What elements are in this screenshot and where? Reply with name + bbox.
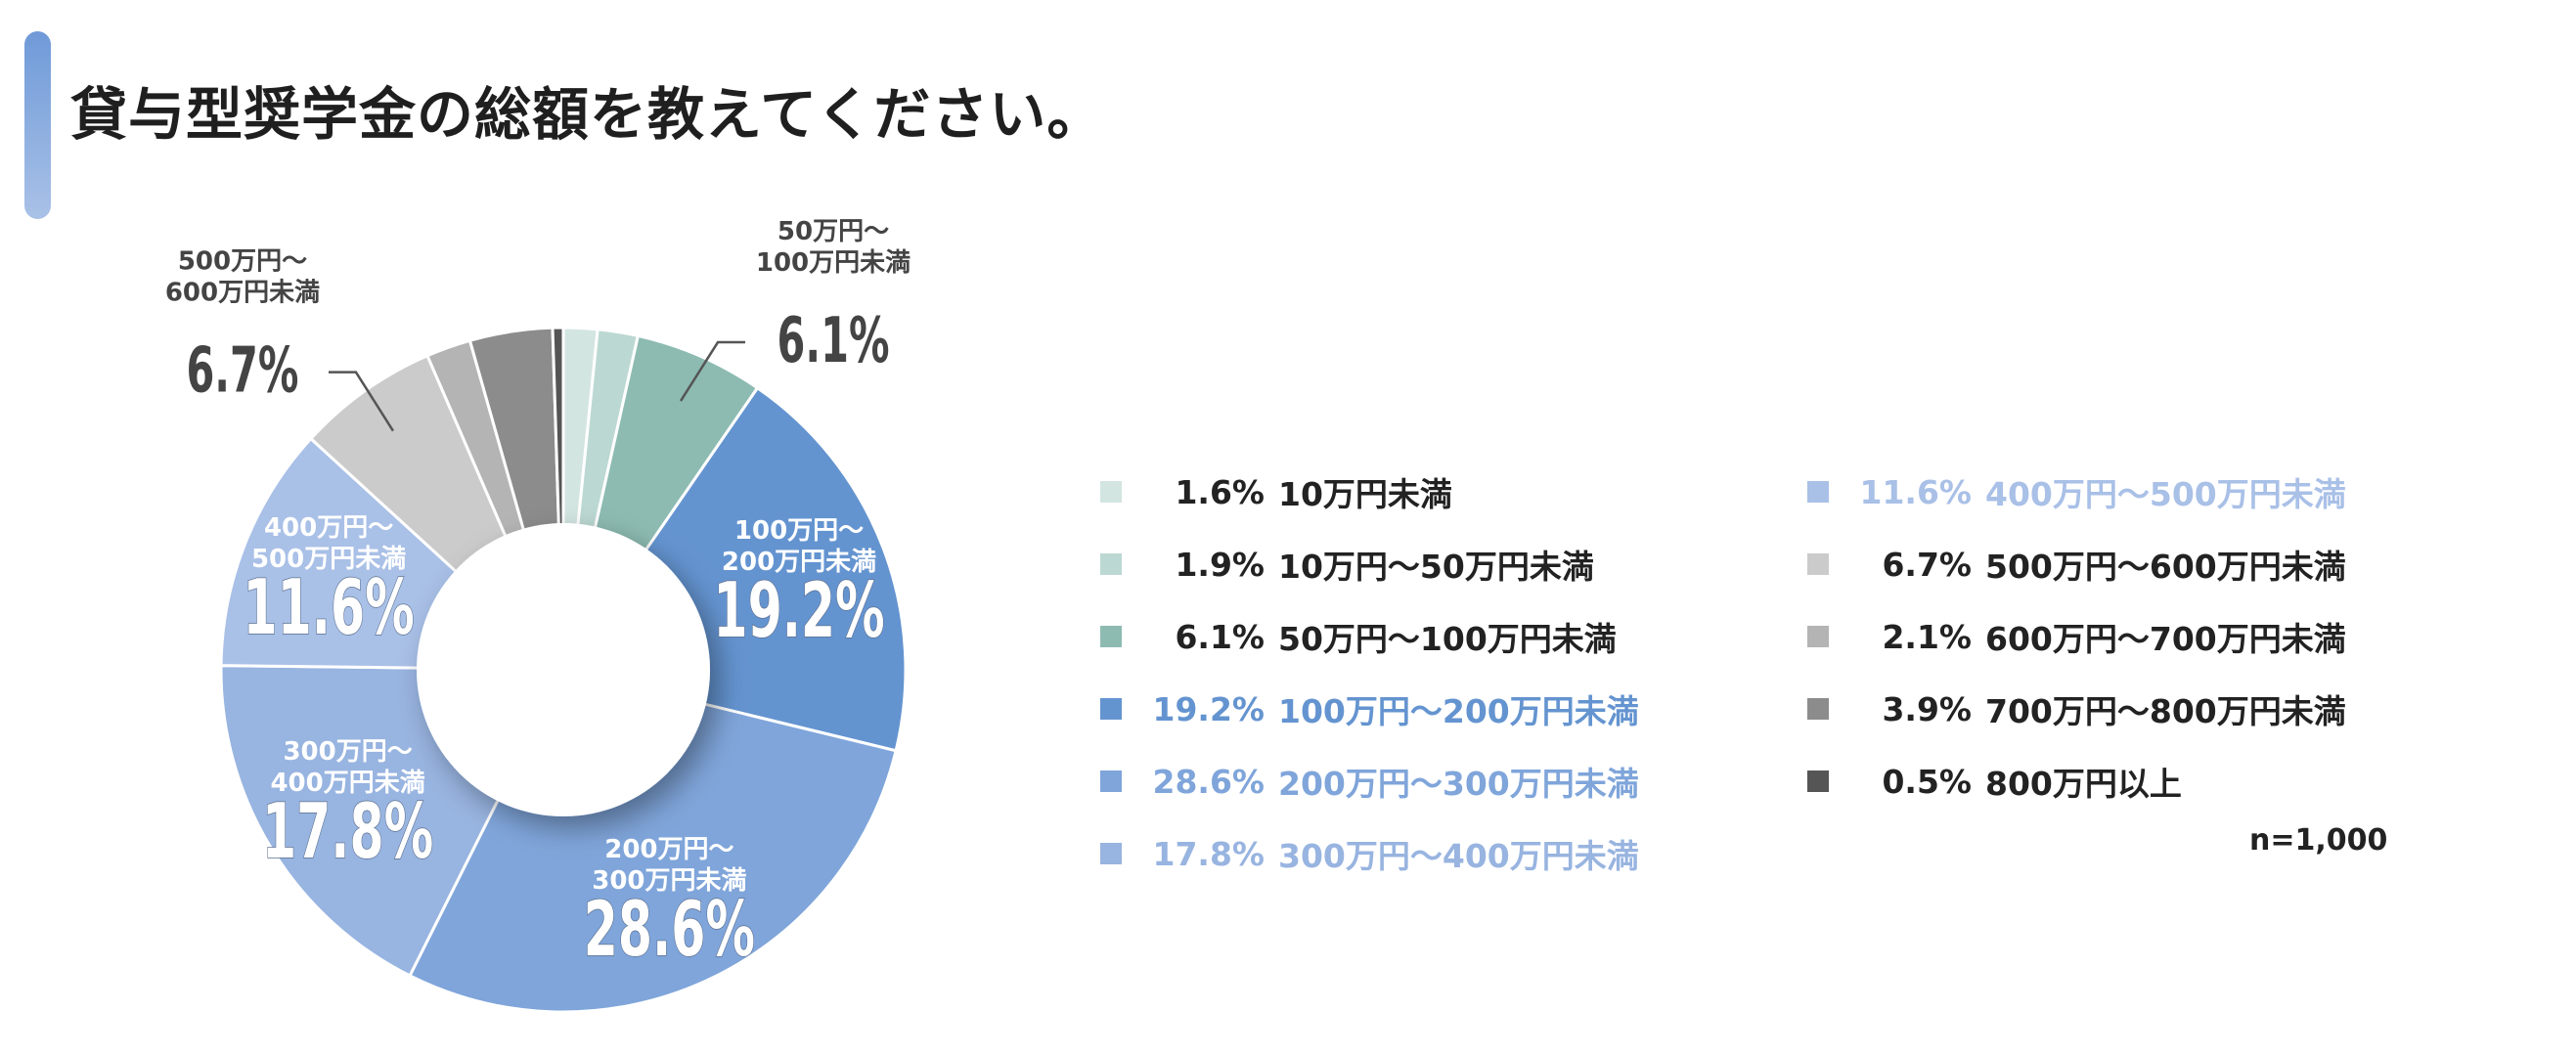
legend-value: 2.1% [1882, 617, 1972, 656]
legend-label: 10万円～50万円未満 [1278, 548, 1594, 586]
slice-label-value: 28.6% [584, 886, 755, 975]
slice-leader-line [328, 371, 395, 432]
slice-leader-line [679, 340, 746, 402]
slice-label-value: 11.6% [243, 564, 414, 653]
legend-item: 1.6% 10万円未満 [1100, 456, 1707, 528]
legend-item: 11.6% 400万円～500万円未満 [1807, 456, 2414, 528]
legend-item: 6.7% 500万円～600万円未満 [1807, 528, 2414, 600]
legend-value: 3.9% [1882, 689, 1972, 728]
legend-item: 1.9% 10万円～50万円未満 [1100, 528, 1707, 600]
legend-item: 2.1% 600万円～700万円未満 [1807, 600, 2414, 673]
slice-label-range: 200万円未満 [722, 548, 876, 577]
legend-swatch [1807, 553, 1829, 575]
slice-label-value: 6.7% [186, 334, 298, 408]
legend-column-right: 11.6% 400万円～500万円未満 6.7% 500万円～600万円未満 2.1% 6… [1807, 456, 2414, 817]
legend-swatch [1807, 626, 1829, 647]
legend-value: 0.5% [1882, 762, 1972, 801]
legend-value: 6.1% [1175, 617, 1265, 656]
legend-label: 600万円～700万円未満 [1985, 620, 2346, 658]
legend-column-left: 1.6% 10万円未満 1.9% 10万円～50万円未満 6.1% 50万円～100万円未… [1100, 456, 1707, 890]
slice-label-range: 400万円～ [264, 513, 393, 543]
legend-value: 19.2% [1152, 689, 1266, 728]
title-accent-bar [24, 31, 51, 219]
legend-swatch [1100, 698, 1122, 720]
legend-value: 1.9% [1175, 545, 1265, 584]
legend-label: 100万円～200万円未満 [1278, 692, 1639, 730]
slice-label-range: 600万円未満 [165, 279, 320, 308]
legend-value: 11.6% [1859, 472, 1973, 511]
legend-item: 6.1% 50万円～100万円未満 [1100, 600, 1707, 673]
legend-swatch [1100, 843, 1122, 864]
slice-label-range: 200万円～ [604, 835, 733, 864]
legend-item: 3.9% 700万円～800万円未満 [1807, 673, 2414, 745]
slice-label-range: 300万円～ [283, 737, 412, 767]
slice-label-range: 500万円～ [178, 247, 307, 277]
slice-label-range: 50万円～ [777, 217, 889, 246]
legend-label: 800万円以上 [1985, 765, 2182, 803]
slice-label-range: 100万円未満 [756, 248, 910, 278]
sample-size-note: n=1,000 [2249, 823, 2388, 858]
donut-hole [417, 523, 710, 816]
legend-value: 1.6% [1175, 472, 1265, 511]
legend-item: 19.2% 100万円～200万円未満 [1100, 673, 1707, 745]
legend-label: 700万円～800万円未満 [1985, 692, 2346, 730]
legend-label: 50万円～100万円未満 [1278, 620, 1617, 658]
legend-label: 200万円～300万円未満 [1278, 765, 1639, 803]
legend-item: 0.5% 800万円以上 [1807, 745, 2414, 817]
slice-label-range: 300万円未満 [592, 866, 746, 896]
legend-value: 28.6% [1152, 762, 1266, 801]
legend-label: 500万円～600万円未満 [1985, 548, 2346, 586]
legend-item: 28.6% 200万円～300万円未満 [1100, 745, 1707, 817]
legend-swatch [1807, 481, 1829, 503]
legend-swatch [1807, 770, 1829, 792]
slice-label-range: 500万円未満 [251, 545, 406, 574]
slice-label-value: 19.2% [713, 567, 884, 656]
legend-swatch [1100, 626, 1122, 647]
legend-value: 17.8% [1152, 834, 1266, 873]
slice-label-range: 400万円未満 [270, 769, 424, 798]
slice-label-value: 6.1% [777, 305, 890, 378]
legend-label: 10万円未満 [1278, 475, 1452, 513]
slice-label-range: 100万円～ [734, 516, 864, 546]
legend-swatch [1100, 770, 1122, 792]
legend-swatch [1100, 481, 1122, 503]
legend-label: 400万円～500万円未満 [1985, 475, 2346, 513]
legend-item: 17.8% 300万円～400万円未満 [1100, 817, 1707, 890]
legend-swatch [1807, 698, 1829, 720]
legend-label: 300万円～400万円未満 [1278, 837, 1639, 875]
legend-swatch [1100, 553, 1122, 575]
legend-value: 6.7% [1882, 545, 1972, 584]
slice-label-value: 17.8% [262, 788, 433, 877]
page-title: 貸与型奨学金の総額を教えてください。 [70, 81, 1105, 148]
